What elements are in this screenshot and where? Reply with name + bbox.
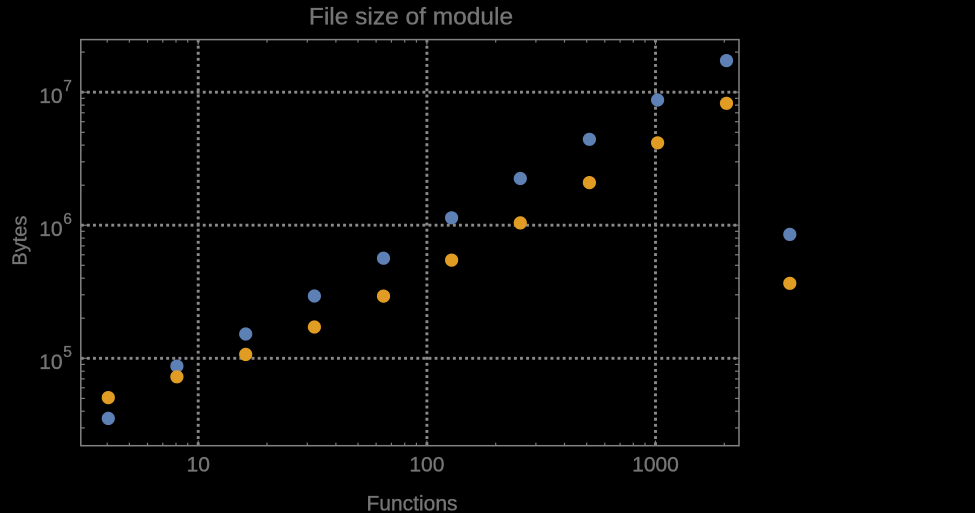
svg-text:6: 6 bbox=[63, 211, 72, 228]
svg-text:7: 7 bbox=[63, 78, 72, 95]
svg-text:10: 10 bbox=[187, 453, 210, 476]
svg-text:1000: 1000 bbox=[632, 453, 679, 476]
svg-text:10: 10 bbox=[39, 218, 62, 241]
svg-text:File size of module: File size of module bbox=[309, 3, 513, 30]
svg-text:100: 100 bbox=[409, 453, 444, 476]
svg-text:10: 10 bbox=[39, 351, 62, 374]
svg-text:Functions: Functions bbox=[366, 493, 457, 513]
svg-text:10: 10 bbox=[39, 85, 62, 108]
svg-text:5: 5 bbox=[63, 344, 72, 361]
svg-text:Bytes: Bytes bbox=[10, 216, 32, 266]
